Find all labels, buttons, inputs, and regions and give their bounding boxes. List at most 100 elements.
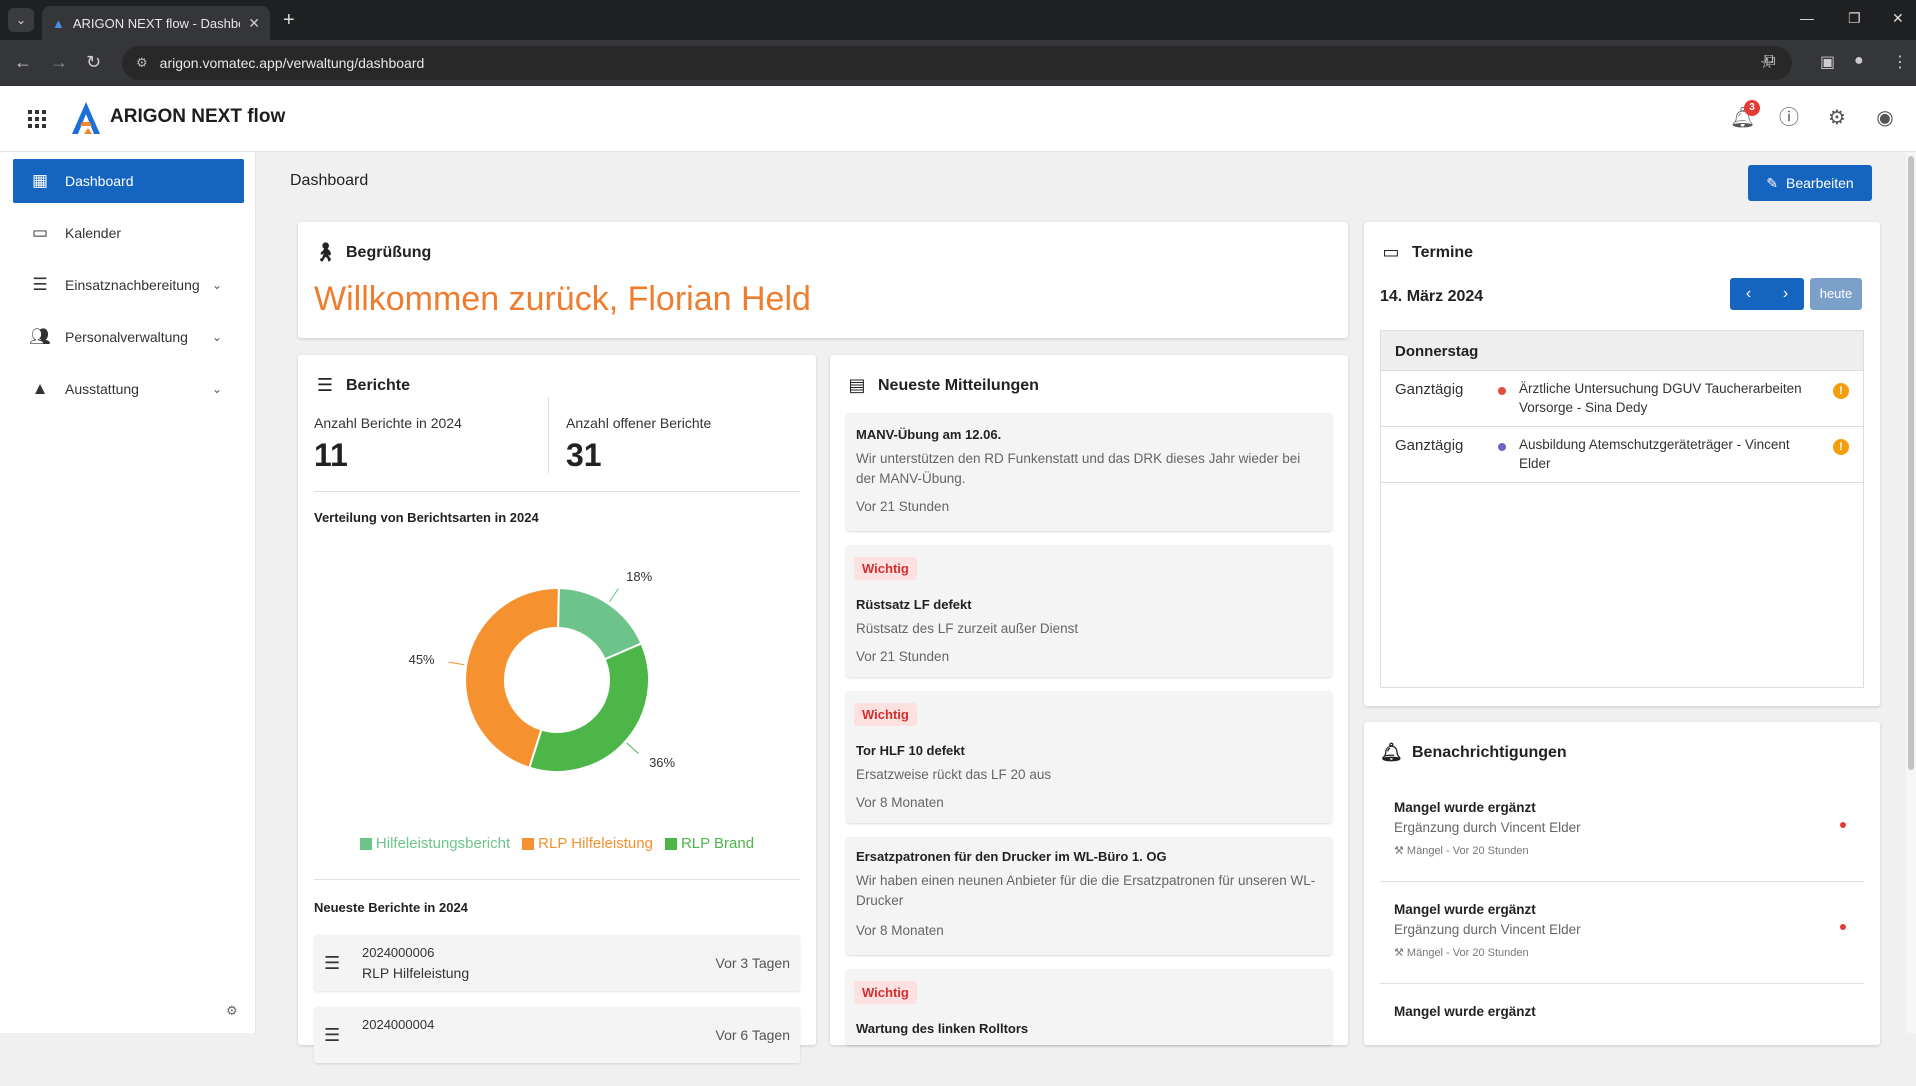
legend-item-rlp-hilfeleistung[interactable]: RLP Hilfeleistung bbox=[522, 835, 653, 852]
donut-slice-rlp-hilfeleistung[interactable] bbox=[464, 587, 560, 769]
appointment-row[interactable]: Ganztägig Ärztliche Untersuchung DGUV Ta… bbox=[1381, 371, 1863, 427]
legend-swatch bbox=[664, 837, 677, 850]
notification-count-badge: 3 bbox=[1744, 100, 1760, 116]
donut-slice-rlp-brand[interactable] bbox=[528, 642, 650, 773]
legend-item-hilfeleistungsbericht[interactable]: Hilfeleistungsbericht bbox=[359, 835, 510, 852]
browser-menu-icon[interactable]: ⋮ bbox=[1892, 54, 1908, 71]
previous-day-button[interactable]: ‹ bbox=[1745, 285, 1752, 302]
important-tag: Wichtig bbox=[854, 981, 917, 1004]
tab-search-button[interactable]: ⌄ bbox=[8, 8, 34, 32]
message-icon: ▤ bbox=[848, 375, 866, 395]
greeting-heading: Begrüßung bbox=[346, 243, 432, 261]
arigon-logo bbox=[72, 102, 100, 134]
important-tag: Wichtig bbox=[854, 557, 917, 580]
close-window-button[interactable]: ✕ bbox=[1892, 10, 1904, 26]
next-day-button[interactable]: › bbox=[1782, 285, 1789, 302]
message-item[interactable]: MANV-Übung am 12.06. Wir unterstützen de… bbox=[846, 413, 1332, 531]
browser-tab[interactable]: ▲ ARIGON NEXT flow - Dashboard ✕ bbox=[42, 6, 270, 40]
address-bar[interactable]: ⚙ arigon.vomatec.app/verwaltung/dashboar… bbox=[122, 46, 1792, 80]
site-info-icon[interactable]: ⚙ bbox=[136, 55, 148, 70]
sidebar-item-label: Kalender bbox=[65, 225, 122, 241]
welcome-message: Willkommen zurück, Florian Held bbox=[314, 280, 811, 318]
message-title: Rüstsatz LF defekt bbox=[856, 597, 972, 612]
message-time: Vor 21 Stunden bbox=[856, 649, 950, 664]
legend-swatch bbox=[359, 837, 372, 850]
reports-header: ☰ Berichte bbox=[314, 375, 410, 396]
notification-item[interactable]: Mangel wurde ergänzt bbox=[1380, 986, 1864, 1086]
settings-gear-icon[interactable]: ⚙ bbox=[1828, 107, 1846, 129]
scrollbar-thumb[interactable] bbox=[1908, 156, 1914, 770]
sidebar-settings-icon[interactable]: ⚙ bbox=[226, 1003, 238, 1018]
report-distribution-donut-chart: 18% 36% 45% bbox=[409, 569, 676, 773]
legend-label: RLP Hilfeleistung bbox=[538, 835, 653, 852]
notification-meta: ⚒ Mängel - Vor 20 Stunden bbox=[1394, 844, 1529, 857]
notification-title: Mangel wurde ergänzt bbox=[1394, 800, 1536, 815]
appointment-color-dot bbox=[1498, 387, 1506, 395]
message-item[interactable]: Wichtig Rüstsatz LF defekt Rüstsatz des … bbox=[846, 545, 1332, 677]
extensions-icon[interactable]: ⧉ bbox=[1764, 52, 1776, 69]
chevron-down-icon[interactable]: ⌄ bbox=[211, 330, 222, 344]
notification-item[interactable]: Mangel wurde ergänzt Ergänzung durch Vin… bbox=[1380, 782, 1864, 882]
message-item[interactable]: Wichtig Wartung des linken Rolltors bbox=[846, 969, 1332, 1045]
new-tab-button[interactable]: + bbox=[283, 9, 295, 31]
people-icon: 👥︎ bbox=[29, 327, 51, 346]
forward-button[interactable]: → bbox=[50, 52, 68, 72]
back-button[interactable]: ← bbox=[14, 52, 32, 72]
notification-body: Ergänzung durch Vincent Elder bbox=[1394, 820, 1581, 835]
report-icon: ☰ bbox=[324, 1025, 341, 1045]
notification-item[interactable]: Mangel wurde ergänzt Ergänzung durch Vin… bbox=[1380, 884, 1864, 984]
edit-button[interactable]: ✎ Bearbeiten bbox=[1748, 165, 1872, 201]
sidebar-item-einsatznachbereitung[interactable]: ☰ Einsatznachbereitung ⌄ bbox=[13, 263, 244, 307]
message-time: Vor 21 Stunden bbox=[856, 499, 950, 514]
slice-label-leader bbox=[608, 588, 619, 603]
profile-icon[interactable]: ● bbox=[1854, 52, 1864, 69]
appointment-title: Ärztliche Untersuchung DGUV Taucherarbei… bbox=[1519, 381, 1802, 415]
legend-item-rlp-brand[interactable]: RLP Brand bbox=[664, 835, 754, 852]
help-icon[interactable]: ⓘ bbox=[1779, 107, 1799, 129]
message-item[interactable]: Wichtig Tor HLF 10 defekt Ersatzweise rü… bbox=[846, 691, 1332, 823]
sidebar-item-label: Ausstattung bbox=[65, 381, 139, 397]
tab-close-icon[interactable]: ✕ bbox=[248, 14, 260, 31]
open-reports-label: Anzahl offener Berichte bbox=[566, 415, 712, 431]
report-row[interactable]: ☰ 2024000006 RLP Hilfeleistung Vor 3 Tag… bbox=[314, 935, 800, 991]
messages-heading: Neueste Mitteilungen bbox=[878, 376, 1039, 394]
message-body: Wir haben einen neunen Anbieter für die … bbox=[856, 873, 1316, 908]
reports-count-label: Anzahl Berichte in 2024 bbox=[314, 415, 462, 431]
bookmark-star-icon[interactable]: ☆ bbox=[1759, 55, 1774, 72]
app-title: ARIGON NEXT flow bbox=[110, 106, 286, 127]
current-date: 14. März 2024 bbox=[1380, 288, 1484, 305]
sidebar-item-ausstattung[interactable]: ▲ Ausstattung ⌄ bbox=[13, 367, 244, 411]
slice-percent-label: 36% bbox=[649, 755, 675, 770]
warning-icon: ! bbox=[1833, 439, 1849, 455]
side-panel-icon[interactable]: ▣ bbox=[1820, 54, 1836, 71]
appointments-header: ▭ Termine bbox=[1380, 242, 1473, 263]
chevron-down-icon[interactable]: ⌄ bbox=[211, 278, 222, 292]
report-number: 2024000004 bbox=[362, 1017, 435, 1032]
notifications-card: 🔔︎ Benachrichtigungen Mangel wurde ergän… bbox=[1364, 722, 1880, 1045]
page-scrollbar[interactable] bbox=[1906, 152, 1916, 1033]
today-button[interactable]: heute bbox=[1810, 278, 1862, 310]
latest-reports-label: Neueste Berichte in 2024 bbox=[314, 900, 468, 915]
report-row[interactable]: ☰ 2024000004 Vor 6 Tagen bbox=[314, 1007, 800, 1063]
slice-label-leader bbox=[626, 742, 640, 755]
message-title: Tor HLF 10 defekt bbox=[856, 743, 965, 758]
notifications-heading: Benachrichtigungen bbox=[1412, 743, 1567, 761]
message-body: Rüstsatz des LF zurzeit außer Dienst bbox=[856, 621, 1079, 636]
sidebar-item-personalverwaltung[interactable]: 👥︎ Personalverwaltung ⌄ bbox=[13, 315, 244, 359]
account-icon[interactable]: ◉ bbox=[1876, 107, 1894, 129]
reports-card: ☰ Berichte Anzahl Berichte in 2024 11 An… bbox=[298, 355, 816, 1063]
reload-button[interactable]: ↻ bbox=[86, 52, 102, 72]
sidebar-item-dashboard[interactable]: ▦ Dashboard bbox=[13, 159, 244, 203]
divider bbox=[314, 491, 800, 492]
report-icon: ☰ bbox=[324, 953, 341, 973]
message-item[interactable]: Ersatzpatronen für den Drucker im WL-Bür… bbox=[846, 837, 1332, 955]
app-launcher-icon[interactable] bbox=[28, 110, 46, 128]
appointment-row[interactable]: Ganztägig Ausbildung Atemschutzgeräteträ… bbox=[1381, 427, 1863, 483]
chevron-down-icon[interactable]: ⌄ bbox=[211, 382, 222, 396]
waving-person-icon: 🚶︎ bbox=[314, 242, 337, 262]
restore-button[interactable]: ❐ bbox=[1848, 10, 1861, 26]
appointments-heading: Termine bbox=[1412, 243, 1474, 261]
minimize-button[interactable]: — bbox=[1800, 10, 1814, 26]
sidebar-item-kalender[interactable]: ▭ Kalender bbox=[13, 211, 244, 255]
report-number: 2024000006 bbox=[362, 945, 435, 960]
